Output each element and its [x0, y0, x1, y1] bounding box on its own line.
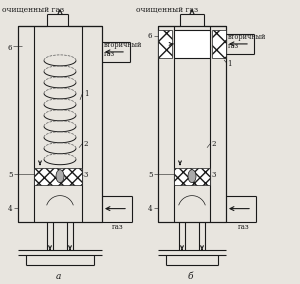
Text: вторичный
газ: вторичный газ	[104, 41, 142, 58]
Ellipse shape	[56, 170, 64, 183]
Text: а: а	[56, 272, 62, 281]
Text: вторичный
газ: вторичный газ	[228, 33, 266, 50]
Bar	[174, 30, 210, 58]
Bar	[158, 26, 226, 222]
Text: 5: 5	[148, 171, 152, 179]
Text: очищенный газ: очищенный газ	[2, 6, 64, 14]
Ellipse shape	[188, 170, 196, 183]
Text: 3: 3	[212, 171, 216, 179]
Text: газ: газ	[112, 223, 124, 231]
Text: 4: 4	[8, 204, 13, 213]
Text: б: б	[188, 272, 194, 281]
Bar	[174, 168, 210, 185]
Text: 4: 4	[148, 204, 152, 213]
Text: очищенный газ: очищенный газ	[136, 6, 198, 14]
Text: 2: 2	[84, 140, 88, 148]
Text: 5: 5	[8, 171, 13, 179]
Bar	[212, 30, 226, 58]
Bar	[158, 30, 172, 58]
Text: 1: 1	[227, 60, 232, 68]
Text: 1: 1	[84, 90, 88, 98]
Text: газ: газ	[238, 223, 250, 231]
Text: 2: 2	[212, 140, 217, 148]
Bar	[34, 168, 82, 185]
Text: 6: 6	[8, 44, 13, 52]
Bar	[18, 26, 102, 222]
Text: 3: 3	[84, 171, 88, 179]
Text: 6: 6	[148, 32, 152, 40]
